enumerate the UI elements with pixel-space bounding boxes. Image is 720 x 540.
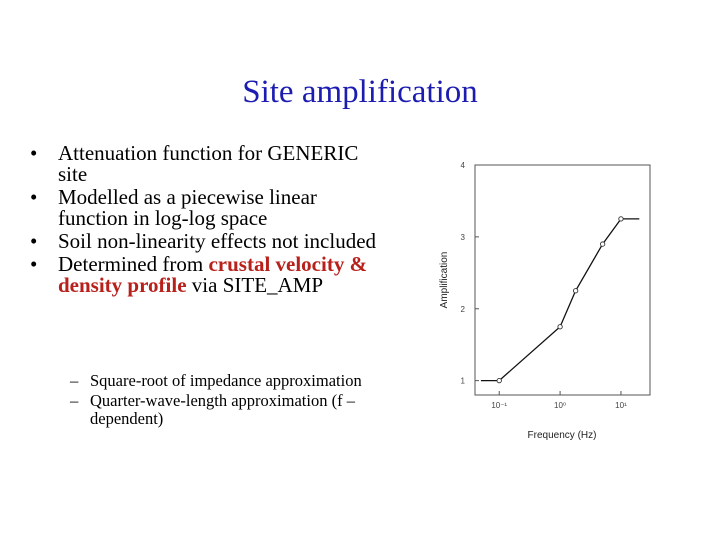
- series-point: [557, 324, 563, 330]
- x-tick-label: 10⁰: [554, 401, 566, 410]
- bullet-text-pre: Determined from: [58, 252, 209, 276]
- x-tick-label: 10¹: [615, 401, 627, 410]
- x-axis-label: Frequency (Hz): [528, 430, 597, 441]
- series-line: [480, 218, 640, 382]
- y-tick-label: 3: [461, 233, 466, 242]
- y-axis-label: Amplification: [439, 252, 450, 309]
- sub-bullet-list: – Square-root of impedance approximation…: [70, 372, 400, 430]
- bullet-marker: •: [30, 252, 38, 276]
- x-axis: 10⁻¹ 10⁰ 10¹: [491, 391, 627, 410]
- series-markers: [496, 216, 624, 384]
- sub-bullet-item: – Square-root of impedance approximation: [70, 372, 400, 390]
- bullet-highlight: crustal velocity & density profile: [58, 252, 368, 297]
- y-axis: 1 2 3 4: [461, 161, 479, 386]
- bullet-item: • Soil non-linearity effects not include…: [30, 231, 390, 252]
- bullet-item: • Attenuation function for GENERIC site: [30, 143, 390, 185]
- bullet-text: Attenuation function for GENERIC site: [58, 141, 359, 186]
- plot-frame: [474, 164, 651, 396]
- sub-bullet-text: Quarter-wave-length approximation (f – d…: [90, 391, 355, 428]
- bullet-text: Soil non-linearity effects not included: [58, 229, 377, 253]
- bullet-text: Modelled as a piecewise linear function …: [58, 185, 317, 230]
- bullet-marker: •: [30, 141, 38, 165]
- sub-bullet-marker: –: [70, 371, 79, 390]
- bullet-marker: •: [30, 229, 38, 253]
- series-point: [599, 241, 606, 247]
- y-tick-label: 2: [461, 305, 466, 314]
- series-point: [618, 216, 624, 222]
- slide-title: Site amplification: [242, 74, 478, 110]
- bullet-item: • Modelled as a piecewise linear functio…: [30, 187, 390, 229]
- series-point: [496, 377, 502, 384]
- series-point: [572, 288, 579, 294]
- amplification-chart: 1 2 3 4 10⁻¹ 10⁰ 10¹ Frequency (Hz) Amplifica…: [439, 161, 651, 441]
- sub-bullet-item: – Quarter-wave-length approximation (f –…: [70, 392, 400, 428]
- sub-bullet-text: Square-root of impedance approximation: [90, 371, 362, 390]
- sub-bullet-marker: –: [70, 391, 79, 410]
- x-tick-label: 10⁻¹: [491, 401, 507, 410]
- bullet-item: • Determined from crustal velocity & den…: [30, 254, 390, 296]
- y-tick-label: 4: [461, 161, 466, 170]
- y-tick-label: 1: [461, 377, 466, 386]
- bullet-list: • Attenuation function for GENERIC site …: [30, 143, 390, 298]
- bullet-text-post: via SITE_AMP: [186, 273, 324, 297]
- bullet-marker: •: [30, 185, 38, 209]
